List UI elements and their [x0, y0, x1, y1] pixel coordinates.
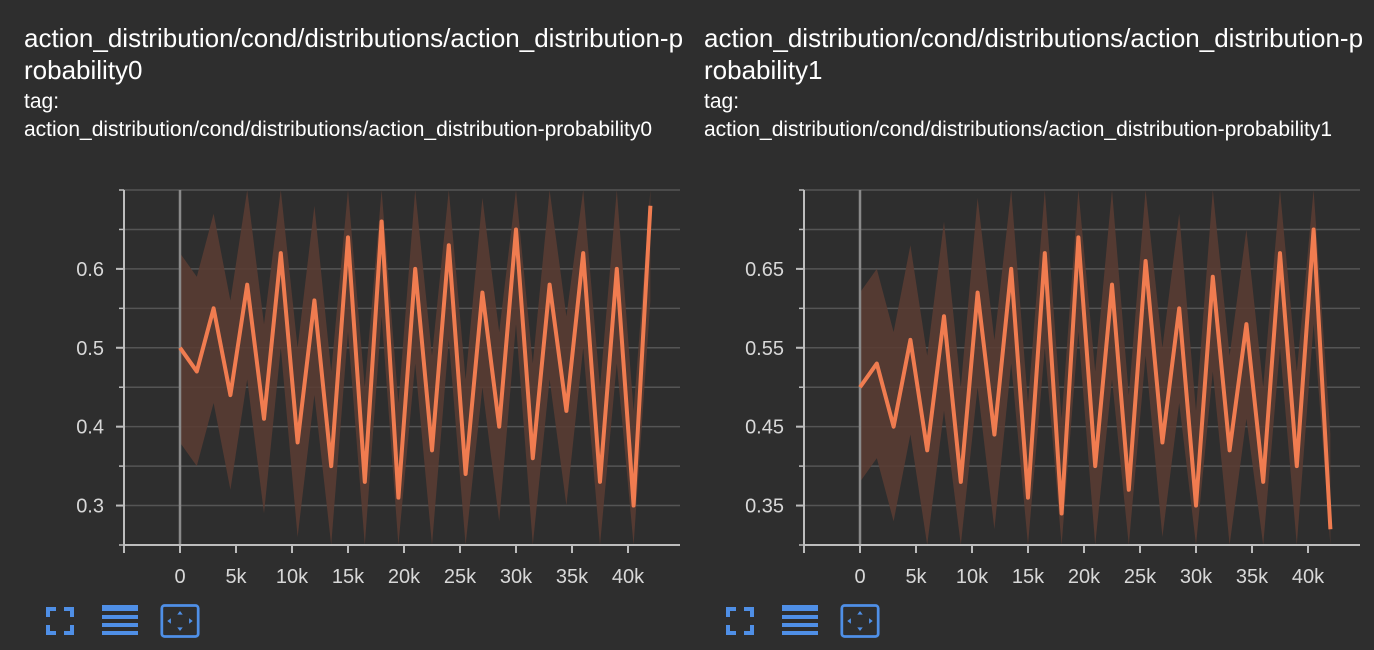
data-list-icon: [102, 605, 138, 635]
x-tick-label: 40k: [612, 566, 645, 588]
fullscreen-icon: [726, 607, 754, 635]
tag-label: tag:: [24, 90, 60, 113]
chart-plot[interactable]: 0.35 0.45 0.55 0.65 0 5k 10k 15k 20k 25k 30k 35k 40k: [680, 0, 1360, 600]
series-band: [860, 190, 1331, 545]
fullscreen-icon: [46, 607, 74, 635]
toggle-data-table-button[interactable]: [100, 602, 140, 640]
y-tick-label: 0.55: [745, 338, 784, 360]
chart-plot[interactable]: 0.3 0.4 0.5 0.6 0 5k 10k 15k 20k 25k 30k 35k 40k: [0, 0, 680, 600]
y-tick-label: 0.5: [76, 338, 104, 360]
fit-domain-button[interactable]: [840, 602, 880, 640]
x-tick-label: 5k: [905, 566, 927, 588]
x-tick-label: 30k: [500, 566, 533, 588]
fullscreen-button[interactable]: [40, 602, 80, 640]
series-line: [178, 205, 653, 508]
fit-domain-icon: [160, 604, 200, 638]
y-tick-label: 0.45: [745, 417, 784, 439]
x-tick-label: 20k: [1068, 566, 1101, 588]
y-tick-label: 0.4: [76, 417, 104, 439]
fit-domain-button[interactable]: [160, 602, 200, 640]
chart-toolbar: [40, 602, 220, 640]
y-tick-label: 0.3: [76, 496, 104, 518]
x-tick-label: 20k: [388, 566, 421, 588]
x-tick-label: 35k: [1236, 566, 1269, 588]
y-tick-label: 0.35: [745, 496, 784, 518]
x-tick-label: 25k: [1124, 566, 1157, 588]
fullscreen-button[interactable]: [720, 602, 760, 640]
tag-value: action_distribution/cond/distributions/a…: [24, 118, 653, 141]
x-tick-label: 10k: [956, 566, 989, 588]
x-tick-label: 25k: [444, 566, 477, 588]
x-tick-label: 15k: [332, 566, 365, 588]
tag-label: tag:: [704, 90, 740, 113]
toggle-data-table-button[interactable]: [780, 602, 820, 640]
x-tick-label: 10k: [276, 566, 309, 588]
chart-card: action_distribution/cond/distributions/a…: [0, 0, 683, 650]
chart-toolbar: [720, 602, 900, 640]
series-band: [180, 190, 651, 545]
series-line: [858, 227, 1333, 530]
chart-card: action_distribution/cond/distributions/a…: [680, 0, 1363, 650]
x-tick-label: 30k: [1180, 566, 1213, 588]
x-tick-label: 0: [854, 566, 865, 588]
x-tick-label: 40k: [1292, 566, 1325, 588]
fit-domain-icon: [840, 604, 880, 638]
y-tick-label: 0.65: [745, 259, 784, 281]
chart-title: action_distribution/cond/distributions/a…: [24, 23, 684, 85]
data-list-icon: [782, 605, 818, 635]
x-tick-label: 35k: [556, 566, 589, 588]
x-tick-label: 15k: [1012, 566, 1045, 588]
tag-value: action_distribution/cond/distributions/a…: [704, 118, 1333, 141]
x-tick-label: 5k: [225, 566, 247, 588]
x-tick-label: 0: [174, 566, 185, 588]
y-tick-label: 0.6: [76, 259, 104, 281]
chart-title: action_distribution/cond/distributions/a…: [704, 23, 1364, 85]
